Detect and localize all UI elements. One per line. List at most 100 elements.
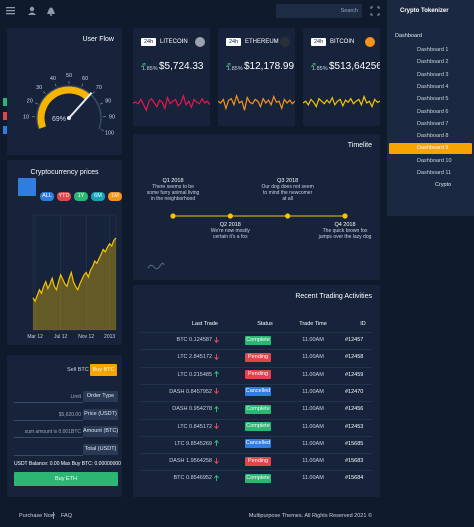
coin-name: BITCOIN [330,39,355,45]
row-rule [141,418,372,420]
range-button[interactable]: 1Y [74,192,88,201]
menu-item[interactable]: Dashboard 3 [417,71,449,78]
trade-id: #12458 [345,354,364,361]
footer-link[interactable]: Purchase Now [19,513,55,519]
menu-item[interactable]: Dashboard 1 [417,47,449,53]
timeline-dot [170,213,176,219]
last-trade: DASH 1.9564258 [169,458,212,465]
sidebar-title: Crypto Tokenizer [400,8,449,14]
column-header: Status [257,321,273,327]
trade-time: 11.00AM [302,423,324,430]
menu-item[interactable]: Dashboard 6 [417,108,449,115]
event-date: Q1 2018 [162,178,184,184]
input-value: sum amount is 0.001BTC [24,429,81,435]
arrow [214,405,219,412]
submit-button[interactable]: Buy ETH [14,472,118,486]
row-rule [141,401,372,403]
search-box[interactable]: Search [276,4,362,18]
input[interactable] [14,426,83,438]
arrow [226,63,231,68]
fullscreen-icon[interactable] [370,6,380,16]
link-separator [53,512,54,519]
trade-time: 11.00AM [302,440,324,447]
gauge-pivot [67,116,71,120]
timeline-dot [227,213,233,219]
menu-item[interactable]: Dashboard 11 [417,170,452,176]
buy-button[interactable]: Buy BTC [90,364,117,376]
range-button[interactable]: 1M [108,192,122,201]
row-rule [141,435,372,437]
gauge-tick-label: 10 [23,114,29,120]
topbar-icons[interactable] [6,5,66,17]
coin-name: LITECOIN [160,39,188,45]
input[interactable] [14,444,83,456]
direction-arrow [214,336,219,343]
price-line [32,237,117,303]
trade-id: #12453 [345,423,364,430]
range-button[interactable]: 6M [91,192,105,201]
menu-item[interactable]: Dashboard 5 [417,96,449,103]
arrow [214,336,219,343]
range-button[interactable]: ALL [40,192,54,201]
row-rule [141,383,372,385]
menu-item[interactable]: Dashboard 8 [417,133,449,140]
period-badge: 24h [226,38,242,46]
trade-id: #15685 [345,440,364,447]
menu-heading[interactable]: Dashboard [395,33,422,39]
column-header: Last Trade [192,321,218,327]
trade-id: #15684 [345,475,364,482]
menu-item[interactable]: Dashboard 9 [417,145,449,152]
change-arrow [141,63,146,68]
row-rule [141,332,372,333]
price: $5,724.33 [159,61,204,72]
column-header: ID [360,321,366,327]
arrow [214,457,219,464]
plot-frame [32,214,117,331]
gauge-tick [54,83,57,87]
event-text: We're now mostly certain it's a fox [210,228,250,240]
gauge-tick-label: 50 [66,73,72,79]
event-date: Q3 2018 [277,178,299,184]
gauge-tick-label: 100 [105,131,114,137]
sparkline-line [133,93,210,112]
status-badge: Complete [245,404,271,414]
menu-item[interactable]: Dashboard 2 [417,59,449,66]
gauge-tick-label: 20 [27,99,33,105]
direction-arrow [214,353,219,360]
period-badge: 24h [141,38,157,46]
last-trade: BTC 0.124587 [176,337,212,343]
ticker-card: 24h ETHEREUM 1.85% $12,178.99 [218,28,295,126]
row-rule [141,349,372,351]
input[interactable] [14,391,83,403]
menu-item[interactable]: Dashboard 4 [417,83,449,90]
price-panel: Cryptocurrency prices ALL YTD 1Y 6M 1M Mar 12 J… [7,160,122,345]
sidebar: Crypto Tokenizer Dashboard Dashboard 1 Das… [387,0,474,216]
x-tick-label: 2013 [104,334,115,340]
range-button[interactable]: YTD [57,192,71,201]
status-badge: Complete [245,422,271,431]
event-date: Q2 2018 [219,222,241,228]
menu-item[interactable]: Dashboard 7 [417,120,449,127]
squiggle [147,262,165,270]
input-label: Total (USDT) [83,443,118,455]
coin-name: ETHEREUM [245,39,279,45]
direction-arrow [214,388,219,395]
trade-time: 11.00AM [302,371,324,378]
coin-icon [365,37,375,47]
footer-link[interactable]: FAQ [61,513,73,519]
menu-heading[interactable]: Crypto [435,182,452,189]
price: $513,64256 [329,61,380,72]
trade-id: #12470 [345,388,364,395]
chart-icon [18,178,36,196]
change: 1.85% [312,66,328,72]
gauge-tick [100,129,104,131]
last-trade: LTC 0.215485 [177,371,212,378]
timeline-dot [342,213,348,219]
direction-arrow [214,457,219,464]
trading-panel: Recent Trading Activities Last Trade Stat… [133,285,380,497]
input[interactable] [14,409,83,421]
trade-time: 11.00AM [302,458,324,465]
menu-item[interactable]: Dashboard 10 [417,157,452,164]
trade-id: #15683 [345,458,364,465]
